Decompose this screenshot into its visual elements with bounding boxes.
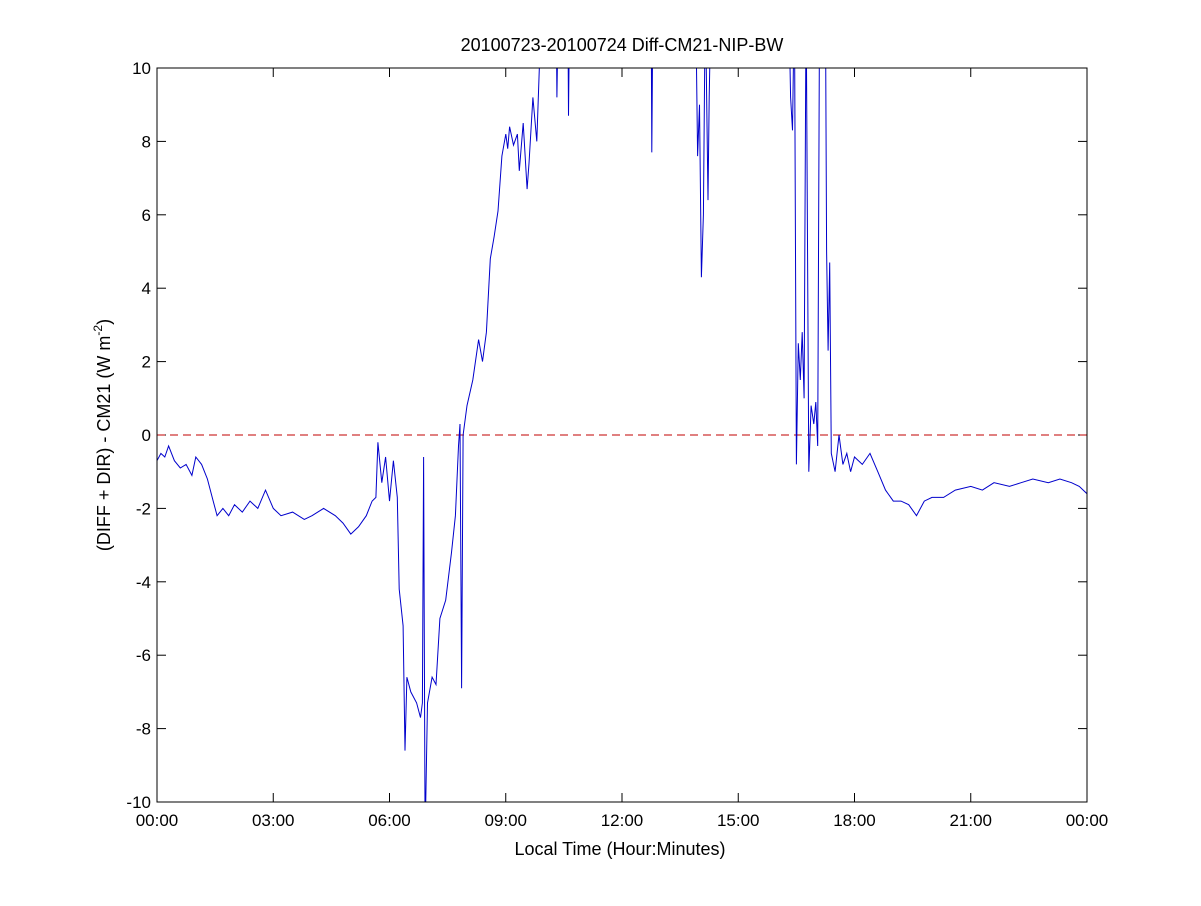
chart-title: 20100723-20100724 Diff-CM21-NIP-BW bbox=[461, 35, 784, 55]
y-tick-label: 6 bbox=[142, 206, 151, 225]
y-tick-label: -2 bbox=[136, 499, 151, 518]
y-tick-label: 2 bbox=[142, 353, 151, 372]
x-tick-label: 12:00 bbox=[601, 811, 644, 830]
y-tick-label: 10 bbox=[132, 59, 151, 78]
y-axis-label: (DIFF + DIR) - CM21 (W m-2) bbox=[91, 319, 114, 551]
x-axis-label: Local Time (Hour:Minutes) bbox=[514, 839, 725, 859]
plot-area bbox=[157, 68, 1087, 802]
x-tick-label: 00:00 bbox=[136, 811, 179, 830]
y-tick-label: -6 bbox=[136, 646, 151, 665]
x-tick-label: 00:00 bbox=[1066, 811, 1109, 830]
x-tick-label: 15:00 bbox=[717, 811, 760, 830]
y-tick-label: 8 bbox=[142, 132, 151, 151]
y-tick-label: 4 bbox=[142, 279, 151, 298]
series-line bbox=[157, 68, 1087, 802]
x-tick-label: 18:00 bbox=[833, 811, 876, 830]
x-tick-label: 21:00 bbox=[949, 811, 992, 830]
x-tick-label: 06:00 bbox=[368, 811, 411, 830]
y-tick-label: -8 bbox=[136, 720, 151, 739]
y-tick-label: 0 bbox=[142, 426, 151, 445]
y-tick-label: -10 bbox=[126, 793, 151, 812]
x-tick-label: 03:00 bbox=[252, 811, 295, 830]
x-tick-label: 09:00 bbox=[484, 811, 527, 830]
y-tick-label: -4 bbox=[136, 573, 151, 592]
axes-box bbox=[156, 67, 1088, 803]
